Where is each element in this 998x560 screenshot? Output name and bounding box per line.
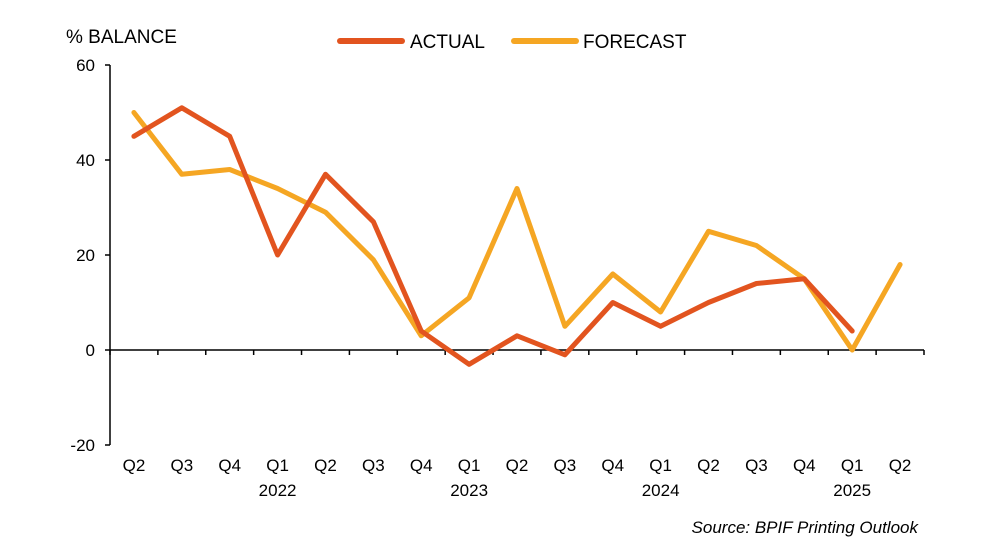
x-tick-label: Q3 (170, 456, 193, 475)
x-tick-label: Q2 (697, 456, 720, 475)
series-lines (131, 105, 903, 367)
legend-label-forecast: FORECAST (583, 32, 687, 53)
series-line-actual (131, 105, 855, 367)
y-tick-label: 0 (86, 341, 95, 360)
axes (109, 65, 924, 445)
y-tick-label: -20 (70, 436, 95, 455)
source-note: Source: BPIF Printing Outlook (692, 518, 920, 537)
series-line-forecast (131, 110, 903, 353)
x-tick-label: Q2 (123, 456, 146, 475)
y-tick-label: 60 (76, 56, 95, 75)
year-labels: 2022 2023 2024 2025 (259, 481, 871, 500)
legend-label-actual: ACTUAL (410, 32, 485, 53)
x-tick-label: Q4 (218, 456, 241, 475)
x-tick-label: Q2 (506, 456, 529, 475)
y-tick-label: 20 (76, 246, 95, 265)
y-axis-label: % BALANCE (66, 27, 177, 48)
x-tick-label: Q1 (458, 456, 481, 475)
x-tick-label: Q1 (649, 456, 672, 475)
x-tick-label: Q4 (601, 456, 624, 475)
x-tick-label: Q3 (745, 456, 768, 475)
year-label: 2022 (259, 481, 297, 500)
x-tick-label: Q2 (314, 456, 337, 475)
x-tick-label: Q2 (889, 456, 912, 475)
x-tick-label: Q1 (266, 456, 289, 475)
year-label: 2024 (642, 481, 680, 500)
x-tick-label: Q4 (410, 456, 433, 475)
year-label: 2023 (450, 481, 488, 500)
x-tick-label: Q3 (362, 456, 385, 475)
y-tick-label: 40 (76, 151, 95, 170)
x-tick-label: Q1 (841, 456, 864, 475)
legend: ACTUAL FORECAST (337, 32, 687, 53)
x-tick-label: Q4 (793, 456, 816, 475)
y-ticks: -20 0 20 40 60 (70, 56, 110, 455)
x-tick-label: Q3 (554, 456, 577, 475)
x-ticks: Q2 Q3 Q4 Q1 Q2 Q3 Q4 Q1 Q2 Q3 Q4 Q1 Q2 Q3 Q4 Q1 Q2 (109, 350, 925, 475)
year-label: 2025 (833, 481, 871, 500)
